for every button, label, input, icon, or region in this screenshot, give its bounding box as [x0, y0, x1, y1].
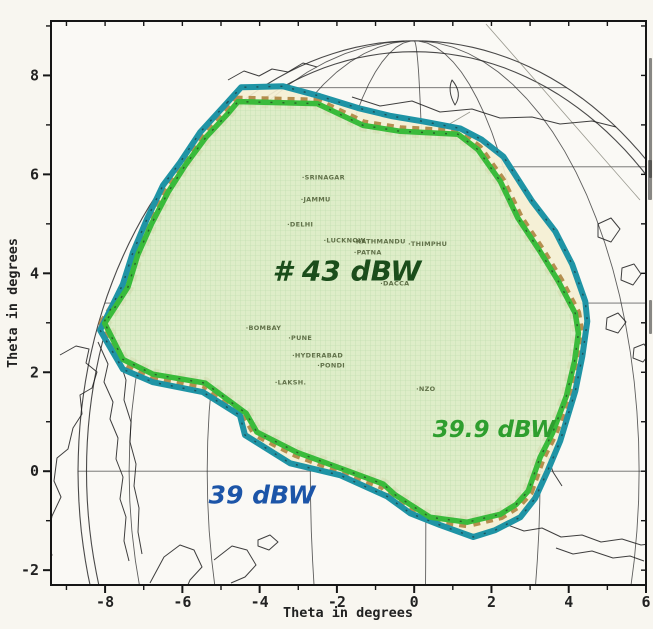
map-city-labels: ·SRINAGAR·JAMMU·DELHI·LUCKNOW·KATHMANDU ·… — [246, 173, 447, 393]
coastline-path — [605, 312, 627, 334]
x-tick-label: -8 — [96, 593, 114, 611]
y-tick-label: 6 — [30, 165, 39, 183]
city-label: ·DACCA — [380, 280, 409, 288]
y-tick-label: 0 — [30, 462, 39, 480]
fine-grid-overlay — [104, 101, 579, 523]
coastline-path — [555, 547, 645, 562]
city-label: ·LAKSH. — [275, 379, 306, 387]
coastline-path — [97, 341, 130, 562]
y-tick-label: 2 — [30, 363, 39, 381]
x-tick-label: -6 — [173, 593, 191, 611]
city-label: ·KATHMANDU — [353, 238, 406, 246]
contour-line-399dbw — [101, 98, 582, 525]
city-label: ·PONDI — [317, 361, 345, 369]
y-axis-title: Theta in degrees — [5, 238, 21, 368]
y-tick-label: -2 — [21, 561, 39, 579]
city-label: ·LUCKNOW — [324, 237, 366, 245]
coastline-path — [257, 534, 279, 551]
plot-border — [50, 20, 647, 586]
coastline-path — [620, 263, 642, 286]
city-label: ·DELHI — [287, 220, 313, 228]
x-tick-label: 6 — [641, 593, 650, 611]
coastline-path — [51, 345, 98, 558]
x-axis-title: Theta in degrees — [283, 605, 413, 621]
coastline-path — [149, 544, 203, 585]
x-tick-label: -4 — [251, 593, 269, 611]
city-label: ·JAMMU — [301, 196, 331, 204]
city-label: ·BOMBAY — [246, 324, 282, 332]
city-label: ·SRINAGAR — [302, 173, 345, 181]
contour-level-annotations: # 43 dBW 39.9 dBW 39 dBW — [209, 255, 558, 510]
scan-artifacts — [648, 58, 652, 334]
city-label: ·PUNE — [288, 334, 312, 342]
city-label: ·HYDERABAD — [292, 351, 343, 359]
earth-limb-arc — [77, 40, 646, 585]
y-tick-label: 8 — [30, 66, 39, 84]
coastline-path — [504, 523, 646, 546]
x-tick-label: 2 — [487, 593, 496, 611]
coastline-path — [351, 96, 617, 128]
scan-edge-smudge — [648, 160, 652, 200]
x-tick-label: 0 — [410, 593, 419, 611]
annotation-399dbw: 39.9 dBW — [433, 417, 557, 443]
coastline-path — [117, 355, 143, 555]
annotation-43dbw: # 43 dBW — [273, 255, 423, 288]
coastline-path — [632, 343, 646, 363]
coverage-contours — [97, 83, 591, 540]
graticule-diagonal — [485, 23, 641, 201]
city-label: ·NZO — [416, 385, 436, 393]
coastline-path — [227, 62, 318, 81]
coastline-path — [449, 79, 459, 106]
city-label: ·THIMPHU — [408, 240, 447, 248]
coastline-path — [213, 545, 257, 584]
scan-edge-smudge — [649, 58, 652, 178]
y-tick-label: 4 — [30, 264, 39, 282]
x-tick-label: -2 — [328, 593, 346, 611]
city-label: ·PATNA — [354, 249, 382, 257]
x-tick-label: 4 — [564, 593, 573, 611]
coastline-path — [597, 217, 621, 243]
annotation-39dbw: 39 dBW — [209, 481, 317, 510]
scan-edge-smudge — [649, 300, 652, 334]
axes-and-ticks: -8 -6 -4 -2 0 2 4 6 -2 0 2 4 6 8 — [21, 21, 651, 611]
